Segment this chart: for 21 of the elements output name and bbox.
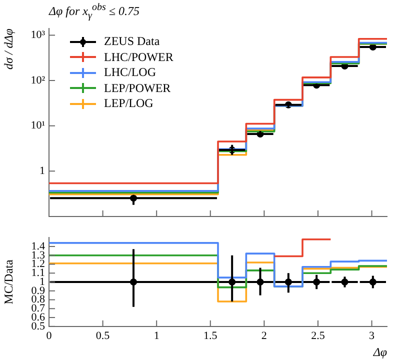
legend-label: LHC/LOG (104, 65, 156, 80)
x-tick-label: 0 (46, 330, 52, 342)
legend-label: ZEUS Data (104, 34, 160, 50)
x-tick-label: 3 (369, 330, 376, 342)
y-axis-title: dσ / dΔφ (1, 28, 16, 70)
chart-title: Δφ for x$_{γ}$$^{obs}$ ≤ 0.75 (49, 2, 140, 22)
x-tick-label: 1.5 (204, 330, 218, 342)
legend-label: LEP/POWER (104, 80, 171, 96)
x-tick-label: 2.5 (311, 330, 326, 342)
x-tick-label: 2 (261, 330, 267, 342)
y-tick-label: 10¹ (30, 120, 45, 132)
x-axis-title: Δφ (372, 344, 388, 359)
x-tick-label: 0.5 (96, 330, 110, 342)
legend-label: LEP/LOG (104, 96, 154, 112)
y-tick-label: 1.4 (31, 240, 46, 252)
y-axis-title: MC/Data (1, 259, 16, 304)
y-tick-label: 10² (30, 74, 46, 86)
legend-label: LHC/POWER (104, 50, 174, 65)
y-tick-label: 1 (40, 164, 45, 177)
y-tick-label: 10³ (30, 29, 46, 42)
x-tick-label: 1 (154, 330, 160, 342)
